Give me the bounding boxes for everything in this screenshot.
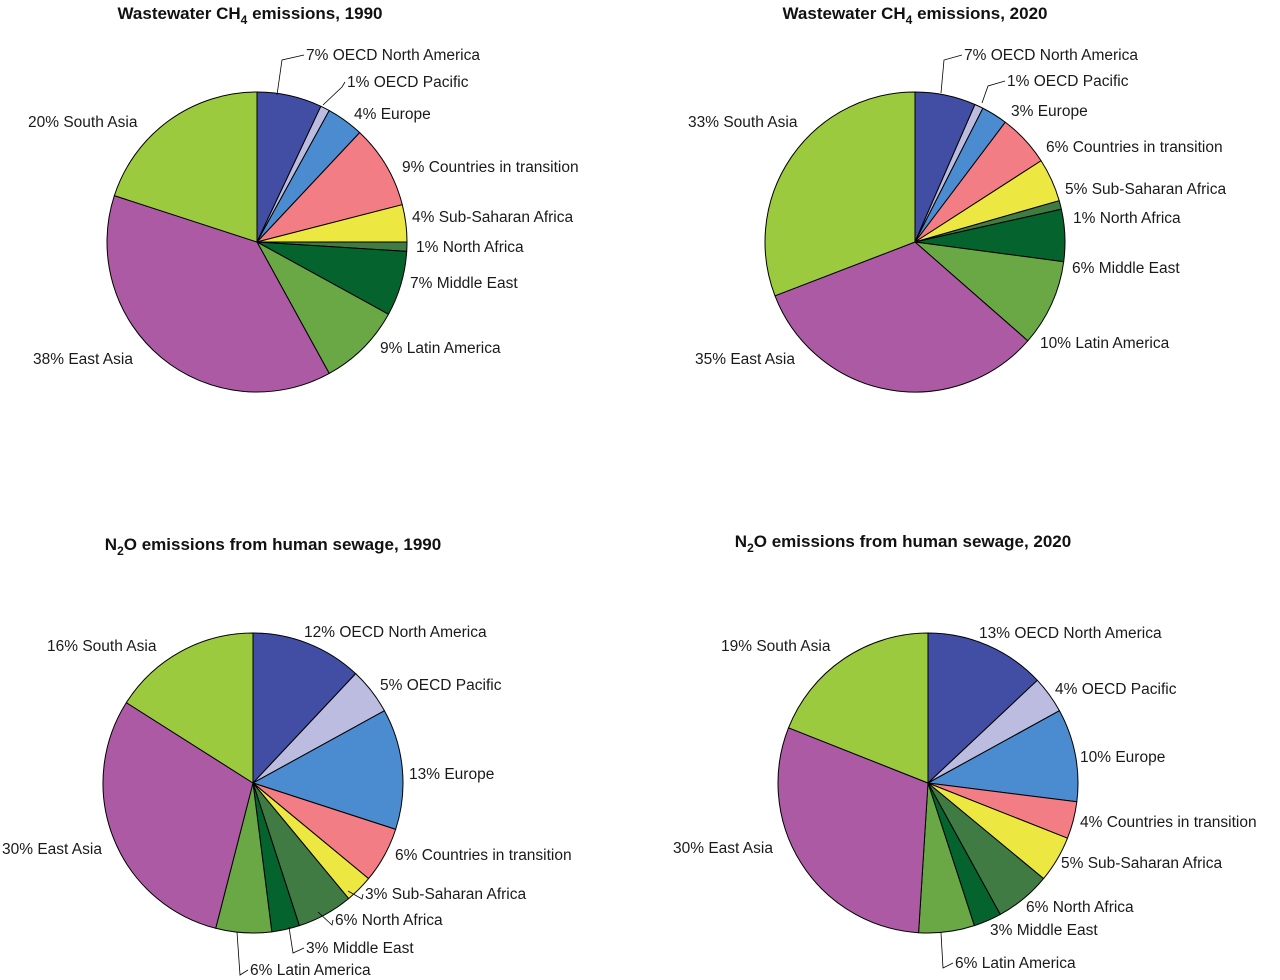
slice-label-sub-saharan-africa: 5% Sub-Saharan Africa [1061, 855, 1223, 872]
chart-title-main: N [105, 535, 117, 554]
chart-title-subscript: 4 [906, 13, 913, 27]
slice-label-east-asia: 30% East Asia [2, 841, 102, 858]
slice-label-europe: 13% Europe [409, 766, 494, 783]
slice-label-oecd-north-america: 7% OECD North America [306, 47, 480, 64]
chart-title-main: Wastewater CH [783, 4, 906, 23]
pie-slice-east-asia [774, 241, 1029, 393]
slice-label-europe: 3% Europe [1011, 103, 1088, 120]
leader-line [288, 926, 305, 954]
slice-label-sub-saharan-africa: 4% Sub-Saharan Africa [412, 209, 574, 226]
chart-title-rest: O emissions from human sewage, 1990 [124, 535, 441, 554]
slice-label-oecd-pacific: 1% OECD Pacific [1007, 73, 1129, 90]
slice-label-latin-america: 6% Latin America [955, 955, 1076, 972]
leader-line [322, 81, 346, 106]
pie-slice-east-asia [106, 195, 330, 393]
slice-label-oecd-pacific: 1% OECD Pacific [347, 74, 469, 91]
slice-label-east-asia: 38% East Asia [33, 351, 133, 368]
slice-label-oecd-pacific: 4% OECD Pacific [1055, 681, 1177, 698]
pie-slice-countries-in-transition [256, 132, 403, 243]
pie-slice-south-asia [113, 91, 258, 243]
chart-title-rest: emissions, 1990 [247, 4, 382, 23]
slice-label-sub-saharan-africa: 3% Sub-Saharan Africa [365, 886, 527, 903]
chart-title-subscript: 2 [117, 544, 124, 558]
chart-title-subscript: 4 [241, 13, 248, 27]
slice-label-north-africa: 1% North Africa [416, 239, 524, 256]
slice-label-oecd-pacific: 5% OECD Pacific [380, 677, 502, 694]
slice-label-east-asia: 30% East Asia [673, 840, 773, 857]
slice-label-south-asia: 33% South Asia [688, 114, 798, 131]
slice-label-middle-east: 7% Middle East [410, 275, 518, 292]
slice-label-europe: 4% Europe [354, 106, 431, 123]
chart-title-rest: emissions, 2020 [912, 4, 1047, 23]
pie-slice-oecd-north-america [252, 632, 357, 784]
slice-label-middle-east: 3% Middle East [990, 922, 1098, 939]
pie-slice-south-asia [125, 632, 254, 784]
pie-chart-1: Wastewater CH4 emissions, 1990 7% OECD No… [28, 4, 579, 393]
pie-slice-east-asia [777, 727, 929, 934]
slice-label-oecd-north-america: 7% OECD North America [964, 47, 1138, 64]
pie-chart-4: N2O emissions from human sewage, 2020 13%… [673, 532, 1257, 972]
slice-label-south-asia: 20% South Asia [28, 114, 138, 131]
slice-label-oecd-north-america: 13% OECD North America [979, 625, 1162, 642]
pie-chart-3: N2O emissions from human sewage, 1990 12%… [2, 535, 572, 979]
slice-label-latin-america: 6% Latin America [250, 962, 371, 979]
chart-title-rest: O emissions from human sewage, 2020 [754, 532, 1071, 551]
slice-label-countries-in-transition: 6% Countries in transition [395, 847, 572, 864]
leader-line [276, 54, 305, 96]
slice-label-europe: 10% Europe [1080, 749, 1165, 766]
leader-line [940, 932, 954, 969]
slice-label-oecd-north-america: 12% OECD North America [304, 624, 487, 641]
leader-line [347, 890, 364, 900]
pie-slice-latin-america [256, 241, 389, 374]
chart-title: N2O emissions from human sewage, 1990 [105, 535, 441, 558]
slice-label-north-africa: 1% North Africa [1073, 210, 1181, 227]
pie-slice-south-asia [788, 632, 929, 784]
leader-line [981, 80, 1006, 104]
pie-slice-latin-america [914, 241, 1065, 342]
slice-label-latin-america: 9% Latin America [380, 340, 501, 357]
pie-slice-east-asia [102, 702, 254, 929]
leader-line [317, 911, 334, 926]
pie-slice-south-asia [764, 91, 916, 297]
chart-title: Wastewater CH4 emissions, 1990 [118, 4, 383, 27]
pie-slice-europe [252, 710, 404, 830]
slice-label-countries-in-transition: 4% Countries in transition [1080, 814, 1257, 831]
slice-label-south-asia: 19% South Asia [721, 638, 831, 655]
slice-label-east-asia: 35% East Asia [695, 351, 795, 368]
leader-line [236, 931, 249, 976]
chart-title-subscript: 2 [747, 541, 754, 555]
slice-label-south-asia: 16% South Asia [47, 638, 157, 655]
pie-slice-europe [927, 710, 1079, 803]
chart-title: N2O emissions from human sewage, 2020 [735, 532, 1071, 555]
slice-label-north-africa: 6% North Africa [335, 912, 443, 929]
pie-chart-2: Wastewater CH4 emissions, 2020 7% OECD No… [688, 4, 1227, 393]
chart-title-main: Wastewater CH [118, 4, 241, 23]
chart-title: Wastewater CH4 emissions, 2020 [783, 4, 1048, 27]
slice-label-north-africa: 6% North Africa [1026, 899, 1134, 916]
pie-slice-oecd-north-america [927, 632, 1038, 784]
slice-label-latin-america: 10% Latin America [1040, 335, 1170, 352]
slice-label-countries-in-transition: 9% Countries in transition [402, 159, 579, 176]
slice-label-countries-in-transition: 6% Countries in transition [1046, 139, 1223, 156]
slice-label-middle-east: 3% Middle East [306, 940, 414, 957]
slice-label-sub-saharan-africa: 5% Sub-Saharan Africa [1065, 181, 1227, 198]
leader-line [940, 54, 963, 94]
slice-label-middle-east: 6% Middle East [1072, 260, 1180, 277]
chart-title-main: N [735, 532, 747, 551]
